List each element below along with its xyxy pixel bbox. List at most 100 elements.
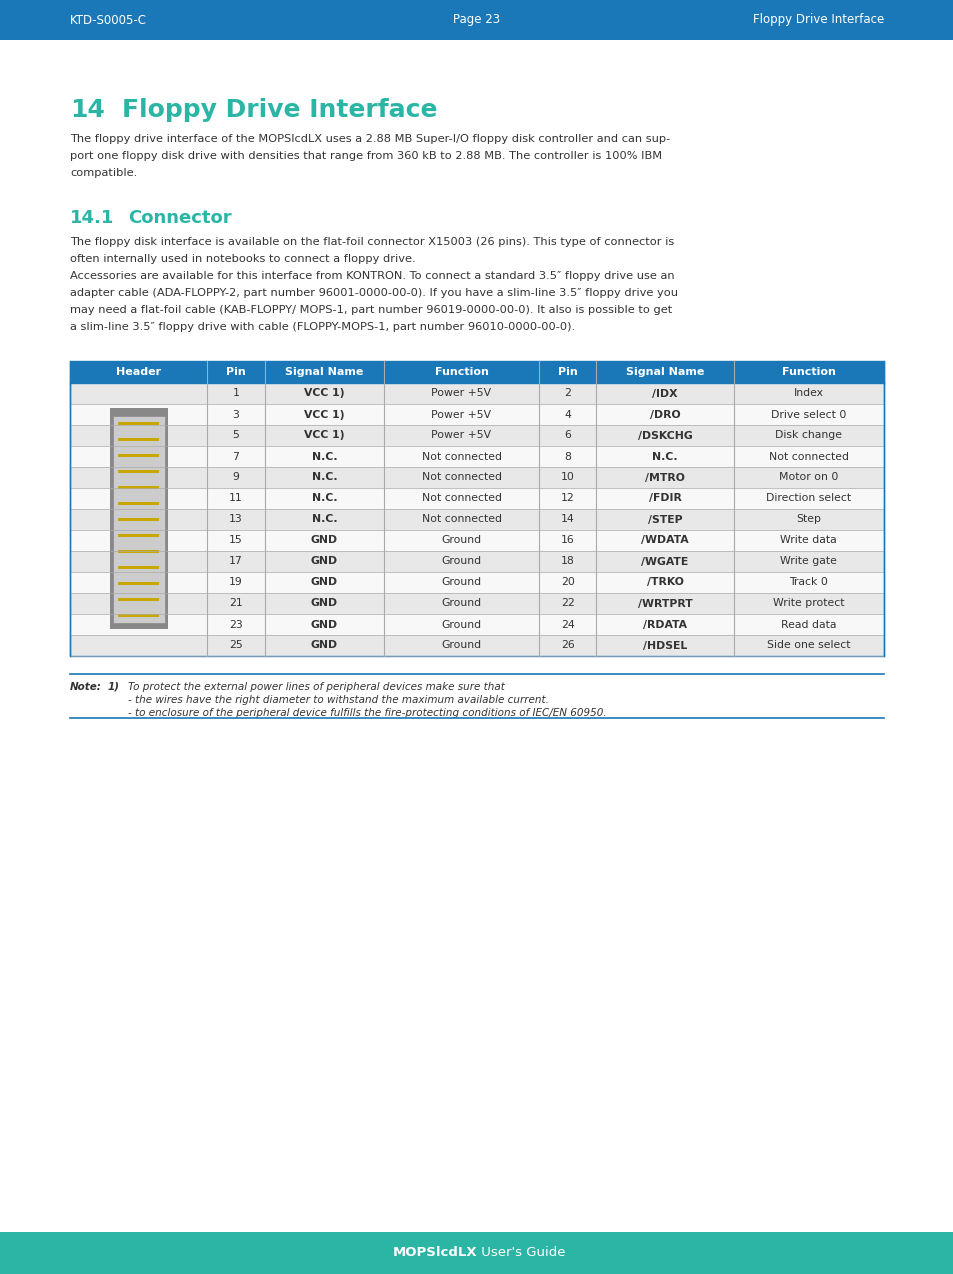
Text: VCC 1): VCC 1) (304, 431, 344, 441)
Text: 26: 26 (560, 641, 574, 651)
Text: GND: GND (311, 599, 337, 609)
Text: Floppy Drive Interface: Floppy Drive Interface (752, 14, 883, 27)
Text: /FDIR: /FDIR (648, 493, 680, 503)
Text: 8: 8 (563, 451, 571, 461)
Text: /WRTPRT: /WRTPRT (637, 599, 692, 609)
Text: 5: 5 (233, 431, 239, 441)
Text: Index: Index (793, 389, 823, 399)
Bar (0, 0, 953, 39)
Bar (117, 422, 159, 426)
Text: KTD-S0005-C: KTD-S0005-C (70, 14, 147, 27)
Text: 6: 6 (563, 431, 571, 441)
Text: Direction select: Direction select (765, 493, 850, 503)
Bar (70, 383, 883, 404)
Text: /MTRO: /MTRO (644, 473, 684, 483)
Bar (117, 487, 159, 489)
Bar (0, 1232, 953, 1274)
Text: /HDSEL: /HDSEL (642, 641, 686, 651)
Text: GND: GND (311, 557, 337, 567)
Text: 14.1: 14.1 (70, 209, 114, 227)
Text: Signal Name: Signal Name (625, 367, 703, 377)
Text: Drive select 0: Drive select 0 (770, 409, 845, 419)
Text: Pin: Pin (558, 367, 577, 377)
Text: GND: GND (311, 535, 337, 545)
Text: Write data: Write data (780, 535, 837, 545)
Text: 18: 18 (560, 557, 574, 567)
Text: GND: GND (311, 641, 337, 651)
Text: 24: 24 (560, 619, 574, 629)
Text: Not connected: Not connected (768, 451, 848, 461)
Text: Ground: Ground (441, 641, 481, 651)
Text: Ground: Ground (441, 619, 481, 629)
Text: VCC 1): VCC 1) (304, 389, 344, 399)
Text: 1): 1) (108, 682, 120, 692)
Text: Function: Function (435, 367, 488, 377)
Text: 21: 21 (229, 599, 242, 609)
Text: port one floppy disk drive with densities that range from 360 kB to 2.88 MB. The: port one floppy disk drive with densitie… (70, 152, 661, 161)
Bar (70, 468, 883, 488)
Bar (110, 408, 168, 629)
Text: 13: 13 (229, 515, 242, 525)
Bar (117, 566, 159, 569)
Text: VCC 1): VCC 1) (304, 409, 344, 419)
Text: N.C.: N.C. (312, 493, 336, 503)
Text: Pin: Pin (226, 367, 246, 377)
Text: User's Guide: User's Guide (476, 1246, 565, 1260)
Text: Accessories are available for this interface from KONTRON. To connect a standard: Accessories are available for this inter… (70, 271, 674, 282)
Text: 19: 19 (229, 577, 242, 587)
Text: Motor on 0: Motor on 0 (779, 473, 838, 483)
Text: 7: 7 (233, 451, 239, 461)
Text: Page 23: Page 23 (453, 14, 500, 27)
Bar (117, 614, 159, 617)
Text: 23: 23 (229, 619, 242, 629)
Text: 17: 17 (229, 557, 242, 567)
Text: GND: GND (311, 619, 337, 629)
Text: The floppy disk interface is available on the flat-foil connector X15003 (26 pin: The floppy disk interface is available o… (70, 237, 674, 247)
Bar (70, 614, 883, 634)
Text: 16: 16 (560, 535, 574, 545)
Text: - to enclosure of the peripheral device fulfills the fire-protecting conditions : - to enclosure of the peripheral device … (128, 708, 606, 719)
Text: GND: GND (311, 577, 337, 587)
Bar (117, 454, 159, 457)
Text: N.C.: N.C. (312, 515, 336, 525)
Text: 1: 1 (233, 389, 239, 399)
Text: compatible.: compatible. (70, 168, 137, 178)
Text: Connector: Connector (128, 209, 232, 227)
Text: Power +5V: Power +5V (431, 389, 491, 399)
Text: a slim-line 3.5″ floppy drive with cable (FLOPPY-MOPS-1, part number 96010-0000-: a slim-line 3.5″ floppy drive with cable… (70, 322, 575, 333)
Text: /STEP: /STEP (647, 515, 681, 525)
Text: Disk change: Disk change (775, 431, 841, 441)
Bar (70, 530, 883, 550)
Bar (70, 426, 883, 446)
Text: Not connected: Not connected (421, 451, 501, 461)
Text: Write gate: Write gate (780, 557, 837, 567)
Text: - the wires have the right diameter to withstand the maximum available current.: - the wires have the right diameter to w… (128, 696, 548, 705)
Text: /WGATE: /WGATE (640, 557, 688, 567)
Text: often internally used in notebooks to connect a floppy drive.: often internally used in notebooks to co… (70, 254, 416, 264)
Text: /TRKO: /TRKO (646, 577, 682, 587)
Text: Write protect: Write protect (772, 599, 843, 609)
Bar (117, 470, 159, 473)
Text: 9: 9 (233, 473, 239, 483)
Text: /RDATA: /RDATA (642, 619, 686, 629)
Bar (70, 634, 883, 656)
Bar (117, 519, 159, 521)
Bar (70, 404, 883, 426)
Text: adapter cable (ADA-FLOPPY-2, part number 96001-0000-00-0). If you have a slim-li: adapter cable (ADA-FLOPPY-2, part number… (70, 288, 678, 298)
Text: N.C.: N.C. (312, 451, 336, 461)
Text: 15: 15 (229, 535, 242, 545)
Text: N.C.: N.C. (652, 451, 678, 461)
Text: Not connected: Not connected (421, 473, 501, 483)
Bar (112, 415, 165, 623)
Text: Not connected: Not connected (421, 515, 501, 525)
Text: Floppy Drive Interface: Floppy Drive Interface (122, 98, 437, 122)
Text: 22: 22 (560, 599, 574, 609)
Text: 4: 4 (563, 409, 571, 419)
Bar (117, 550, 159, 553)
Text: /DRO: /DRO (649, 409, 679, 419)
Text: /WDATA: /WDATA (640, 535, 688, 545)
Text: Power +5V: Power +5V (431, 409, 491, 419)
Text: 20: 20 (560, 577, 574, 587)
Text: MOPSlcdLX: MOPSlcdLX (392, 1246, 476, 1260)
Text: 3: 3 (233, 409, 239, 419)
